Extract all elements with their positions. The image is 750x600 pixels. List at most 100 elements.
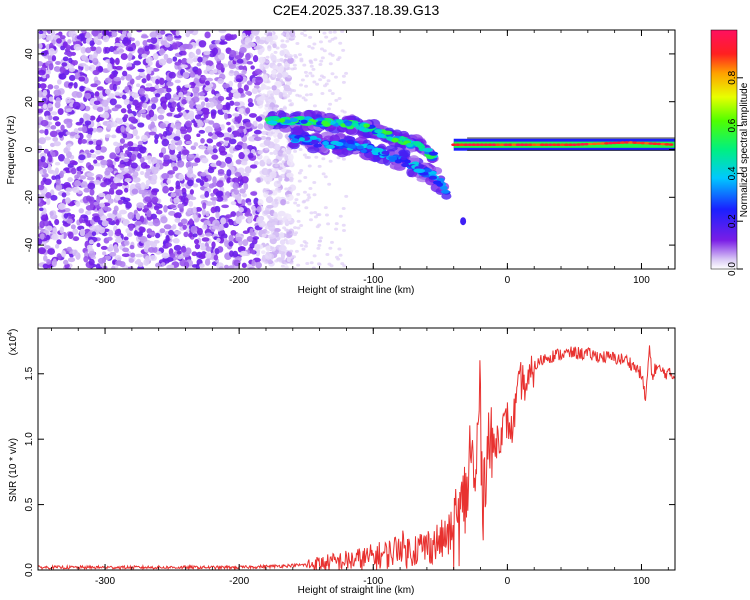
noise-cell bbox=[83, 187, 90, 193]
steady-line-cell bbox=[600, 142, 606, 145]
noise-cell bbox=[81, 54, 87, 61]
steady-line-cell bbox=[660, 142, 666, 146]
noise-cell bbox=[261, 233, 267, 238]
snr-axes: -300 -200 -100 0 100 0.0 0.5 1.0 1.5 bbox=[24, 328, 675, 587]
noise-cell bbox=[68, 74, 76, 81]
noise-cell bbox=[166, 57, 173, 64]
noise-cell bbox=[241, 69, 247, 75]
noise-cell bbox=[234, 172, 242, 178]
noise-cell bbox=[68, 30, 74, 38]
noise-cell bbox=[328, 62, 333, 66]
noise-cell bbox=[140, 96, 147, 102]
noise-cell bbox=[127, 32, 132, 38]
noise-cell bbox=[296, 226, 301, 230]
noise-cell bbox=[252, 120, 258, 126]
noise-cell bbox=[132, 128, 138, 137]
noise-cell bbox=[181, 149, 190, 155]
colorbar-tick-label: 0.6 bbox=[727, 118, 738, 132]
noise-cell bbox=[198, 95, 206, 100]
noise-cell bbox=[210, 162, 218, 167]
noise-cell bbox=[85, 210, 92, 215]
noise-cell bbox=[136, 83, 141, 88]
snr-panel: -300 -200 -100 0 100 0.0 0.5 1.0 1.5 Height of s… bbox=[7, 327, 676, 596]
noise-cell bbox=[177, 203, 185, 209]
noise-cell bbox=[92, 104, 98, 110]
noise-cell bbox=[281, 160, 286, 164]
noise-cell bbox=[181, 154, 187, 160]
noise-cell bbox=[191, 96, 200, 103]
noise-cell bbox=[54, 121, 61, 127]
noise-cell bbox=[43, 254, 48, 262]
steady-line-cell bbox=[471, 143, 477, 147]
band-cell bbox=[335, 119, 344, 124]
noise-cell bbox=[50, 151, 56, 158]
noise-cell bbox=[265, 55, 270, 59]
band-cell bbox=[313, 143, 323, 148]
noise-cell bbox=[310, 74, 315, 78]
noise-cell bbox=[204, 31, 211, 39]
noise-cell bbox=[38, 30, 44, 35]
noise-cell bbox=[123, 168, 130, 173]
noise-cell bbox=[330, 92, 335, 96]
noise-cell bbox=[137, 47, 145, 55]
noise-cell bbox=[222, 83, 230, 89]
noise-cell bbox=[191, 264, 198, 268]
noise-cell bbox=[180, 247, 187, 253]
noise-cell bbox=[122, 218, 130, 227]
noise-cell bbox=[271, 69, 277, 75]
noise-cell bbox=[38, 101, 44, 107]
noise-cell bbox=[327, 262, 332, 266]
noise-cell bbox=[102, 251, 107, 256]
noise-cell bbox=[166, 35, 174, 42]
steady-line-cell bbox=[644, 141, 650, 145]
noise-cell bbox=[342, 228, 347, 232]
noise-cell bbox=[242, 230, 250, 235]
noise-cell bbox=[128, 258, 135, 263]
band-cell bbox=[278, 118, 286, 123]
noise-cell bbox=[63, 213, 69, 219]
noise-cell bbox=[44, 225, 53, 232]
noise-cell bbox=[298, 148, 303, 152]
noise-cell bbox=[198, 254, 206, 260]
noise-cell bbox=[175, 129, 181, 135]
noise-cell bbox=[50, 111, 58, 116]
noise-cell bbox=[267, 106, 272, 110]
noise-cell bbox=[242, 142, 248, 150]
noise-cell bbox=[160, 216, 168, 224]
noise-cell bbox=[328, 102, 333, 106]
noise-cell bbox=[158, 133, 163, 137]
noise-cell bbox=[278, 74, 283, 78]
noise-cell bbox=[121, 253, 130, 258]
spectrogram-xlabel: Height of straight line (km) bbox=[298, 285, 415, 296]
x-tick-label: -100 bbox=[363, 576, 383, 587]
noise-cell bbox=[292, 67, 297, 71]
noise-cell bbox=[159, 122, 167, 129]
noise-cell bbox=[260, 135, 267, 140]
noise-cell bbox=[50, 125, 57, 130]
noise-cell bbox=[161, 138, 170, 147]
noise-cell bbox=[344, 194, 349, 198]
noise-cell bbox=[80, 139, 87, 144]
noise-cell bbox=[125, 150, 130, 155]
noise-cell bbox=[203, 111, 209, 119]
noise-cell bbox=[283, 96, 288, 100]
steady-line-cell bbox=[620, 141, 626, 144]
noise-cell bbox=[212, 122, 221, 129]
noise-cell bbox=[83, 255, 89, 263]
noise-cell bbox=[216, 142, 222, 147]
steady-line-cell bbox=[616, 141, 622, 145]
band-cell bbox=[406, 142, 414, 148]
noise-cell bbox=[130, 37, 135, 42]
noise-cell bbox=[237, 81, 242, 89]
noise-cell bbox=[300, 32, 305, 36]
noise-cell bbox=[270, 131, 275, 135]
noise-cell bbox=[100, 245, 108, 250]
noise-cell bbox=[202, 107, 210, 114]
noise-cell bbox=[105, 159, 113, 167]
noise-cell bbox=[89, 40, 95, 47]
noise-cell bbox=[127, 108, 133, 114]
noise-cell bbox=[122, 182, 129, 186]
x-tick-label: -300 bbox=[95, 275, 115, 286]
noise-cell bbox=[175, 180, 181, 188]
noise-cell bbox=[211, 241, 216, 249]
